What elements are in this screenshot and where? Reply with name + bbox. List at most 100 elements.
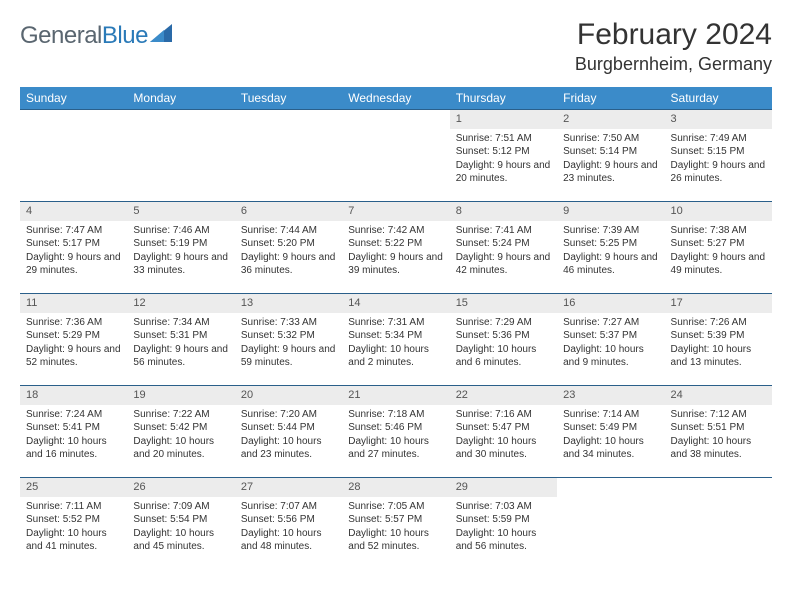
daylight-text: Daylight: 10 hours and 6 minutes. <box>456 343 551 370</box>
sunset-text: Sunset: 5:24 PM <box>456 237 551 251</box>
day-cell: 13Sunrise: 7:33 AMSunset: 5:32 PMDayligh… <box>235 294 342 386</box>
day-content: Sunrise: 7:31 AMSunset: 5:34 PMDaylight:… <box>342 313 449 374</box>
header: GeneralBlue February 2024 Burgbernheim, … <box>20 18 772 75</box>
day-cell: 28Sunrise: 7:05 AMSunset: 5:57 PMDayligh… <box>342 478 449 570</box>
daylight-text: Daylight: 10 hours and 27 minutes. <box>348 435 443 462</box>
daylight-text: Daylight: 10 hours and 34 minutes. <box>563 435 658 462</box>
sunrise-text: Sunrise: 7:03 AM <box>456 500 551 514</box>
day-cell: 6Sunrise: 7:44 AMSunset: 5:20 PMDaylight… <box>235 202 342 294</box>
sunset-text: Sunset: 5:32 PM <box>241 329 336 343</box>
day-content: Sunrise: 7:12 AMSunset: 5:51 PMDaylight:… <box>665 405 772 466</box>
day-content: Sunrise: 7:42 AMSunset: 5:22 PMDaylight:… <box>342 221 449 282</box>
sunset-text: Sunset: 5:15 PM <box>671 145 766 159</box>
day-number: 10 <box>665 202 772 221</box>
day-content: Sunrise: 7:49 AMSunset: 5:15 PMDaylight:… <box>665 129 772 190</box>
sunset-text: Sunset: 5:54 PM <box>133 513 228 527</box>
day-cell: 26Sunrise: 7:09 AMSunset: 5:54 PMDayligh… <box>127 478 234 570</box>
daylight-text: Daylight: 9 hours and 39 minutes. <box>348 251 443 278</box>
day-number: 3 <box>665 110 772 129</box>
calendar-body: 1Sunrise: 7:51 AMSunset: 5:12 PMDaylight… <box>20 110 772 570</box>
day-cell: 1Sunrise: 7:51 AMSunset: 5:12 PMDaylight… <box>450 110 557 202</box>
sunset-text: Sunset: 5:56 PM <box>241 513 336 527</box>
day-number: 5 <box>127 202 234 221</box>
sunset-text: Sunset: 5:39 PM <box>671 329 766 343</box>
daylight-text: Daylight: 10 hours and 2 minutes. <box>348 343 443 370</box>
sunrise-text: Sunrise: 7:26 AM <box>671 316 766 330</box>
day-content: Sunrise: 7:05 AMSunset: 5:57 PMDaylight:… <box>342 497 449 558</box>
daylight-text: Daylight: 9 hours and 42 minutes. <box>456 251 551 278</box>
day-number: 23 <box>557 386 664 405</box>
day-content: Sunrise: 7:41 AMSunset: 5:24 PMDaylight:… <box>450 221 557 282</box>
day-content: Sunrise: 7:34 AMSunset: 5:31 PMDaylight:… <box>127 313 234 374</box>
daylight-text: Daylight: 9 hours and 59 minutes. <box>241 343 336 370</box>
day-content: Sunrise: 7:51 AMSunset: 5:12 PMDaylight:… <box>450 129 557 190</box>
sunset-text: Sunset: 5:36 PM <box>456 329 551 343</box>
daylight-text: Daylight: 9 hours and 52 minutes. <box>26 343 121 370</box>
sunset-text: Sunset: 5:20 PM <box>241 237 336 251</box>
sunset-text: Sunset: 5:34 PM <box>348 329 443 343</box>
day-content: Sunrise: 7:38 AMSunset: 5:27 PMDaylight:… <box>665 221 772 282</box>
day-cell <box>665 478 772 570</box>
week-row: 18Sunrise: 7:24 AMSunset: 5:41 PMDayligh… <box>20 386 772 478</box>
day-content: Sunrise: 7:44 AMSunset: 5:20 PMDaylight:… <box>235 221 342 282</box>
dow-header: Sunday <box>20 87 127 110</box>
day-content: Sunrise: 7:16 AMSunset: 5:47 PMDaylight:… <box>450 405 557 466</box>
sunset-text: Sunset: 5:42 PM <box>133 421 228 435</box>
sunrise-text: Sunrise: 7:12 AM <box>671 408 766 422</box>
sunrise-text: Sunrise: 7:39 AM <box>563 224 658 238</box>
sunrise-text: Sunrise: 7:09 AM <box>133 500 228 514</box>
sunset-text: Sunset: 5:12 PM <box>456 145 551 159</box>
daylight-text: Daylight: 10 hours and 16 minutes. <box>26 435 121 462</box>
sunrise-text: Sunrise: 7:05 AM <box>348 500 443 514</box>
logo-general-text: General <box>20 22 102 50</box>
sunrise-text: Sunrise: 7:31 AM <box>348 316 443 330</box>
sunrise-text: Sunrise: 7:24 AM <box>26 408 121 422</box>
day-number: 8 <box>450 202 557 221</box>
day-cell: 18Sunrise: 7:24 AMSunset: 5:41 PMDayligh… <box>20 386 127 478</box>
day-number: 28 <box>342 478 449 497</box>
sunrise-text: Sunrise: 7:22 AM <box>133 408 228 422</box>
day-cell: 12Sunrise: 7:34 AMSunset: 5:31 PMDayligh… <box>127 294 234 386</box>
sunrise-text: Sunrise: 7:34 AM <box>133 316 228 330</box>
daylight-text: Daylight: 9 hours and 23 minutes. <box>563 159 658 186</box>
dow-header: Monday <box>127 87 234 110</box>
day-content: Sunrise: 7:14 AMSunset: 5:49 PMDaylight:… <box>557 405 664 466</box>
day-number: 15 <box>450 294 557 313</box>
dow-header: Wednesday <box>342 87 449 110</box>
day-cell: 22Sunrise: 7:16 AMSunset: 5:47 PMDayligh… <box>450 386 557 478</box>
week-row: 11Sunrise: 7:36 AMSunset: 5:29 PMDayligh… <box>20 294 772 386</box>
day-cell: 23Sunrise: 7:14 AMSunset: 5:49 PMDayligh… <box>557 386 664 478</box>
day-cell: 29Sunrise: 7:03 AMSunset: 5:59 PMDayligh… <box>450 478 557 570</box>
day-cell: 2Sunrise: 7:50 AMSunset: 5:14 PMDaylight… <box>557 110 664 202</box>
day-cell: 5Sunrise: 7:46 AMSunset: 5:19 PMDaylight… <box>127 202 234 294</box>
day-number: 18 <box>20 386 127 405</box>
day-content: Sunrise: 7:22 AMSunset: 5:42 PMDaylight:… <box>127 405 234 466</box>
sunrise-text: Sunrise: 7:51 AM <box>456 132 551 146</box>
day-cell: 14Sunrise: 7:31 AMSunset: 5:34 PMDayligh… <box>342 294 449 386</box>
sunset-text: Sunset: 5:51 PM <box>671 421 766 435</box>
sunset-text: Sunset: 5:57 PM <box>348 513 443 527</box>
day-content: Sunrise: 7:27 AMSunset: 5:37 PMDaylight:… <box>557 313 664 374</box>
day-content: Sunrise: 7:03 AMSunset: 5:59 PMDaylight:… <box>450 497 557 558</box>
daylight-text: Daylight: 9 hours and 20 minutes. <box>456 159 551 186</box>
daylight-text: Daylight: 10 hours and 41 minutes. <box>26 527 121 554</box>
day-cell: 17Sunrise: 7:26 AMSunset: 5:39 PMDayligh… <box>665 294 772 386</box>
daylight-text: Daylight: 9 hours and 56 minutes. <box>133 343 228 370</box>
day-content: Sunrise: 7:36 AMSunset: 5:29 PMDaylight:… <box>20 313 127 374</box>
day-number: 25 <box>20 478 127 497</box>
day-content: Sunrise: 7:07 AMSunset: 5:56 PMDaylight:… <box>235 497 342 558</box>
sunset-text: Sunset: 5:31 PM <box>133 329 228 343</box>
day-cell: 10Sunrise: 7:38 AMSunset: 5:27 PMDayligh… <box>665 202 772 294</box>
day-number: 17 <box>665 294 772 313</box>
sunrise-text: Sunrise: 7:29 AM <box>456 316 551 330</box>
day-content: Sunrise: 7:18 AMSunset: 5:46 PMDaylight:… <box>342 405 449 466</box>
day-number: 7 <box>342 202 449 221</box>
day-number: 22 <box>450 386 557 405</box>
sunrise-text: Sunrise: 7:47 AM <box>26 224 121 238</box>
day-number: 13 <box>235 294 342 313</box>
day-number: 27 <box>235 478 342 497</box>
day-content: Sunrise: 7:26 AMSunset: 5:39 PMDaylight:… <box>665 313 772 374</box>
day-of-week-row: Sunday Monday Tuesday Wednesday Thursday… <box>20 87 772 110</box>
daylight-text: Daylight: 10 hours and 52 minutes. <box>348 527 443 554</box>
sunset-text: Sunset: 5:37 PM <box>563 329 658 343</box>
